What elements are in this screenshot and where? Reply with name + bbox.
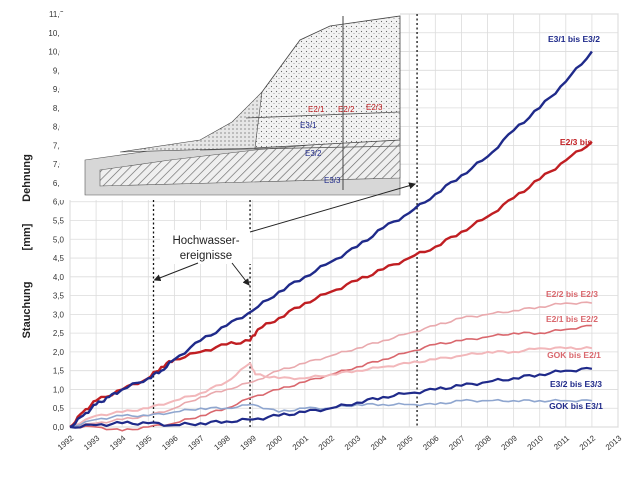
y-tick-label: 3,0 xyxy=(53,310,65,319)
annotation-line-2: ereignisse xyxy=(180,250,232,262)
x-tick-label: 1994 xyxy=(108,433,128,452)
inset-label-e22: E2/2 xyxy=(338,105,355,114)
x-tick-label: 2004 xyxy=(369,433,389,452)
y-tick-label: 6,5 xyxy=(53,179,65,188)
series-label: E2/1 bis E2/2 xyxy=(546,314,598,324)
x-tick-label: 1998 xyxy=(212,433,232,452)
y-tick-label: 7,5 xyxy=(53,141,65,150)
y-axis-label: Stauchung [mm] Dehnung xyxy=(21,154,33,338)
annotation-line-1: Hochwasser- xyxy=(172,235,239,247)
y-label-dehnung: Dehnung xyxy=(21,154,33,202)
y-label-stauchung: Stauchung xyxy=(21,282,33,339)
y-label-unit: [mm] xyxy=(21,223,33,250)
series-label: E2/3 bis xyxy=(560,137,592,147)
arrow-1995 xyxy=(153,262,199,282)
y-tick-label: 1,5 xyxy=(53,367,65,376)
x-tick-label: 2011 xyxy=(552,433,571,451)
series-label: E2/2 bis E2/3 xyxy=(546,289,598,299)
series-line xyxy=(69,346,593,428)
x-tick-label: 2003 xyxy=(343,433,363,452)
section-dam-body xyxy=(229,15,401,149)
series-label: E3/2 bis E3/3 xyxy=(550,379,602,389)
x-tick-label: 2008 xyxy=(473,433,493,452)
annotation-group: Hochwasser- ereignisse xyxy=(153,182,417,286)
inset-label-e23: E2/3 xyxy=(366,103,383,112)
y-tick-label: 4,0 xyxy=(53,273,65,282)
x-tick-label: 1999 xyxy=(239,433,259,452)
x-axis-ticks: 1992 1993 1994 1995 1996 1997 1998 1999 2000 2001… xyxy=(56,433,624,452)
y-tick-label: 8,0 xyxy=(53,123,65,132)
y-tick-label: 2,0 xyxy=(53,348,65,357)
x-tick-label: 1993 xyxy=(82,433,102,452)
inset-label-e21: E2/1 xyxy=(308,105,325,114)
y-tick-label: 3,5 xyxy=(53,292,65,301)
series-label: GOK bis E2/1 xyxy=(547,350,601,360)
y-tick-label: 9,0 xyxy=(53,85,65,94)
x-tick-label: 2001 xyxy=(291,433,311,452)
series-labels: E3/1 bis E3/2 E2/3 bis E2/2 bis E2/3 E2/1 b… xyxy=(546,34,603,411)
y-tick-label: 11,0 xyxy=(49,10,65,19)
y-tick-label: 4,5 xyxy=(53,254,65,263)
annotation-arrows xyxy=(153,182,417,286)
y-tick-label: 1,0 xyxy=(53,385,65,394)
x-tick-label: 2013 xyxy=(604,433,624,452)
y-tick-label: 5,0 xyxy=(53,235,65,244)
y-tick-label: 10,5 xyxy=(48,29,64,38)
y-tick-label: 2,5 xyxy=(53,329,65,338)
y-tick-label: 5,5 xyxy=(53,217,65,226)
x-tick-label: 2009 xyxy=(499,433,519,452)
inset-label-e32: E3/2 xyxy=(305,149,322,158)
x-tick-label: 2002 xyxy=(317,433,337,452)
series-line xyxy=(69,301,593,428)
x-tick-label: 1997 xyxy=(186,433,206,452)
inset-label-e33: E3/3 xyxy=(324,176,341,185)
y-tick-label: 8,5 xyxy=(53,104,65,113)
series-label: GOK bis E3/1 xyxy=(549,401,603,411)
x-tick-label: 1995 xyxy=(134,433,154,452)
x-tick-label: 2010 xyxy=(526,433,546,452)
series-lines xyxy=(69,50,593,432)
inset-label-e31: E3/1 xyxy=(300,121,317,130)
y-axis-ticks: 0,0 0,5 1,0 1,5 2,0 2,5 3,0 3,5 4,0 4,5 5,0 5,5 6,0 6… xyxy=(48,10,64,432)
arrow-1999 xyxy=(231,262,250,286)
y-tick-label: 0,5 xyxy=(53,404,65,413)
x-tick-label: 2006 xyxy=(421,433,441,452)
series-label: E3/1 bis E3/2 xyxy=(548,34,600,44)
x-tick-label: 2012 xyxy=(578,433,598,452)
geological-section-inset: E2/1 E2/2 E2/3 E3/1 E3/2 E3/3 xyxy=(60,12,401,200)
x-tick-label: 2000 xyxy=(265,433,285,452)
arrow-2005 xyxy=(249,182,417,233)
x-tick-label: 1996 xyxy=(160,433,180,452)
y-tick-label: 10,0 xyxy=(48,48,64,57)
series-line xyxy=(69,366,593,429)
y-tick-label: 7,0 xyxy=(53,160,65,169)
y-tick-label: 9,5 xyxy=(53,66,65,75)
y-tick-label: 6,0 xyxy=(53,198,65,207)
section-embankment xyxy=(119,91,263,153)
y-tick-label: 0,0 xyxy=(53,423,65,432)
series-line xyxy=(69,50,593,429)
x-tick-label: 1992 xyxy=(56,433,76,452)
x-tick-label: 2005 xyxy=(395,433,415,452)
x-tick-label: 2007 xyxy=(447,433,467,452)
